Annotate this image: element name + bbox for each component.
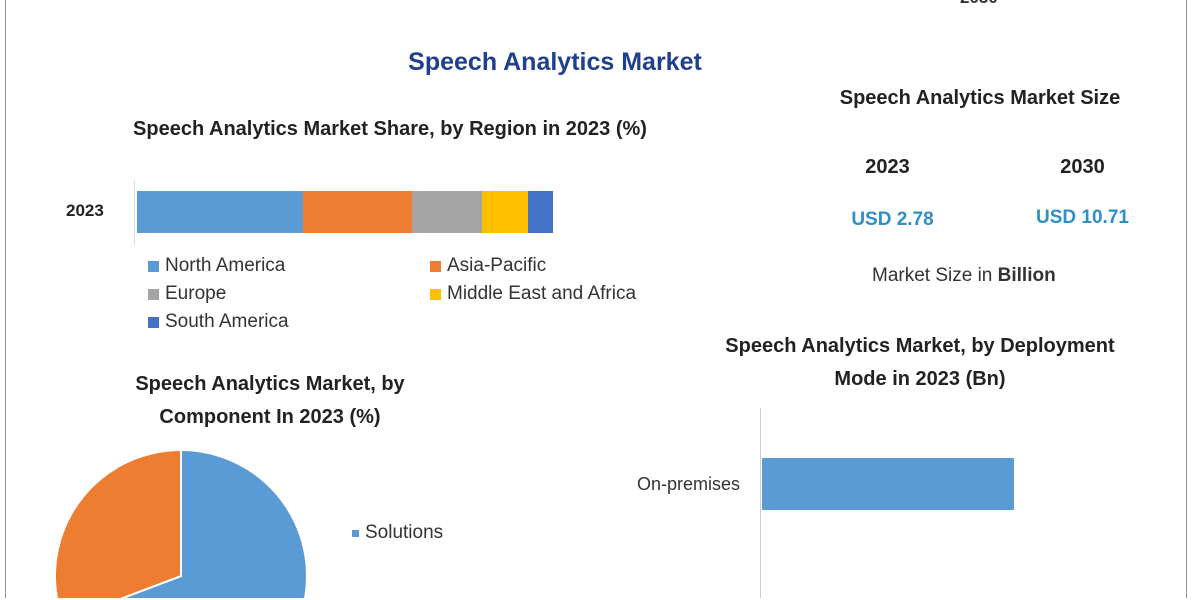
legend-label: Europe	[165, 283, 227, 304]
deployment-bar-on-premises	[762, 458, 1014, 510]
component-pie	[54, 448, 309, 600]
unit-bold: Billion	[997, 265, 1056, 286]
legend-item: South America	[148, 311, 430, 333]
legend-item: North America	[148, 255, 430, 277]
year-2023: 2023	[865, 156, 910, 178]
legend-swatch	[148, 260, 159, 272]
deployment-chart-title: Speech Analytics Market, by Deployment M…	[725, 335, 1115, 390]
segment-south-america	[528, 191, 553, 233]
legend-label: Solutions	[365, 522, 444, 543]
deployment-axis	[760, 408, 761, 598]
unit-prefix: Market Size in	[872, 265, 998, 286]
value-2030: USD 10.71	[1036, 207, 1129, 228]
legend-swatch	[352, 529, 359, 537]
region-legend: North America Asia-Pacific Europe Middle…	[148, 255, 708, 333]
size-heading: Speech Analytics Market Size	[839, 87, 1121, 109]
value-2023: USD 2.78	[851, 209, 934, 230]
region-axis	[134, 180, 135, 245]
region-category-label: 2023	[66, 201, 104, 220]
legend-label: Asia-Pacific	[447, 255, 547, 276]
year-2030: 2030	[1060, 156, 1105, 178]
legend-label: Middle East and Africa	[447, 283, 637, 304]
infographic-border	[5, 0, 1187, 598]
segment-europe	[411, 191, 483, 233]
unit-note: Market Size in Billion	[872, 265, 1056, 287]
legend-item: Europe	[148, 283, 430, 305]
region-stacked-bar	[137, 191, 553, 233]
component-chart-title: Speech Analytics Market, by Component In…	[135, 373, 405, 428]
segment-asia-pacific	[303, 191, 412, 233]
segment-north-america	[137, 191, 304, 233]
legend-item: Middle East and Africa	[430, 283, 710, 305]
pie-slice-solutions	[119, 448, 309, 600]
legend-label: North America	[165, 255, 286, 276]
legend-label: South America	[165, 311, 289, 332]
region-chart-title: Speech Analytics Market Share, by Region…	[133, 118, 647, 140]
legend-swatch	[148, 288, 159, 300]
segment-middle-east-and-africa	[482, 191, 529, 233]
legend-swatch	[430, 260, 441, 272]
legend-swatch	[430, 288, 441, 300]
page-title: Speech Analytics Market	[408, 48, 702, 76]
pie-legend-item: Solutions	[352, 522, 443, 544]
cut-off-label: 2030	[960, 0, 998, 8]
legend-swatch	[148, 316, 159, 328]
pie-slice-other	[54, 448, 182, 600]
deployment-category-label: On-premises	[636, 474, 740, 494]
legend-item: Asia-Pacific	[430, 255, 710, 277]
